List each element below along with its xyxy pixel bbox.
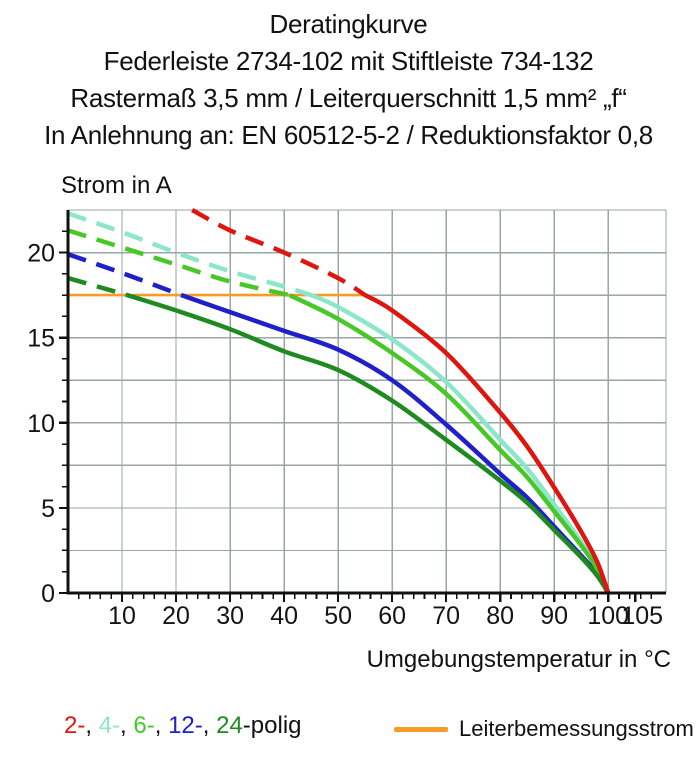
- grid: [68, 209, 667, 593]
- y-tick-label: 20: [27, 240, 55, 268]
- curve-2-polig-dashed: [191, 208, 367, 298]
- curve-6-polig: [67, 228, 611, 594]
- x-tick-label: 105: [621, 602, 663, 630]
- legend-token: ,: [120, 712, 134, 739]
- curve-6-polig-solid: [288, 293, 611, 594]
- curve-2-polig-solid: [363, 293, 611, 594]
- x-tick-label: 70: [432, 602, 460, 630]
- y-tick-label: 15: [27, 325, 55, 353]
- legend-token: 24: [216, 712, 243, 739]
- legend-token: 2-: [64, 712, 86, 739]
- legend-token: ,: [85, 712, 99, 739]
- x-tick-label: 90: [540, 602, 568, 630]
- title-line-4: In Anlehnung an: EN 60512-5-2 / Reduktio…: [44, 120, 653, 150]
- y-axis-label: Strom in A: [61, 172, 172, 199]
- curve-24-polig-dashed: [67, 275, 129, 298]
- legend-token: ,: [154, 712, 169, 739]
- x-axis-label: Umgebungstemperatur in °C: [366, 646, 671, 673]
- x-tick-label: 100: [587, 602, 629, 630]
- title-line-2: Federleiste 2734-102 mit Stiftleiste 734…: [103, 46, 594, 76]
- title-line-3: Rastermaß 3,5 mm / Leiterquerschnitt 1,5…: [70, 83, 627, 113]
- x-tick-label: 60: [378, 602, 406, 630]
- x-tick-label: 50: [324, 602, 352, 630]
- curve-6-polig-dashed: [67, 228, 291, 298]
- ticks: [59, 230, 653, 602]
- x-tick-label: 30: [216, 602, 244, 630]
- x-tick-label: 20: [162, 602, 190, 630]
- rated-current-line-swatch: [394, 727, 448, 732]
- axes: [66, 210, 666, 595]
- curve-2-polig: [191, 208, 611, 594]
- chart-title-block: Deratingkurve Federleiste 2734-102 mit S…: [0, 6, 697, 154]
- curve-4-polig-solid: [310, 293, 611, 594]
- x-tick-label: 40: [270, 602, 298, 630]
- x-tick-label: 10: [108, 602, 136, 630]
- legend-pole-counts: 2-, 4-, 6-, 12-, 24-polig: [64, 712, 302, 740]
- curve-24-polig: [67, 275, 611, 595]
- legend-token: ,: [202, 712, 217, 739]
- curve-4-polig-dashed: [67, 211, 312, 298]
- y-tick-label: 10: [27, 410, 55, 438]
- legend-token: 4-: [98, 712, 121, 739]
- legend-token: -polig: [242, 712, 302, 739]
- title-line-1: Deratingkurve: [269, 9, 428, 39]
- curve-12-polig-dashed: [67, 252, 183, 298]
- rated-current-label: Leiterbemessungsstrom: [459, 716, 694, 741]
- legend-token: 12-: [168, 712, 203, 739]
- legend-token: 6-: [133, 712, 155, 739]
- y-tick-label: 0: [41, 580, 55, 608]
- y-tick-label: 5: [41, 495, 55, 523]
- curve-24-polig-solid: [126, 292, 611, 595]
- legend-row: 2-, 4-, 6-, 12-, 24-polig Leiterbemessun…: [0, 0, 697, 741]
- x-tick-label: 80: [486, 602, 514, 630]
